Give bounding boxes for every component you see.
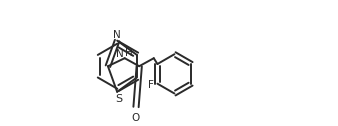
Text: N: N	[113, 30, 120, 40]
Text: F: F	[148, 80, 154, 90]
Text: N: N	[117, 49, 124, 59]
Text: O: O	[131, 113, 139, 123]
Text: S: S	[115, 94, 122, 104]
Text: H: H	[125, 48, 133, 58]
